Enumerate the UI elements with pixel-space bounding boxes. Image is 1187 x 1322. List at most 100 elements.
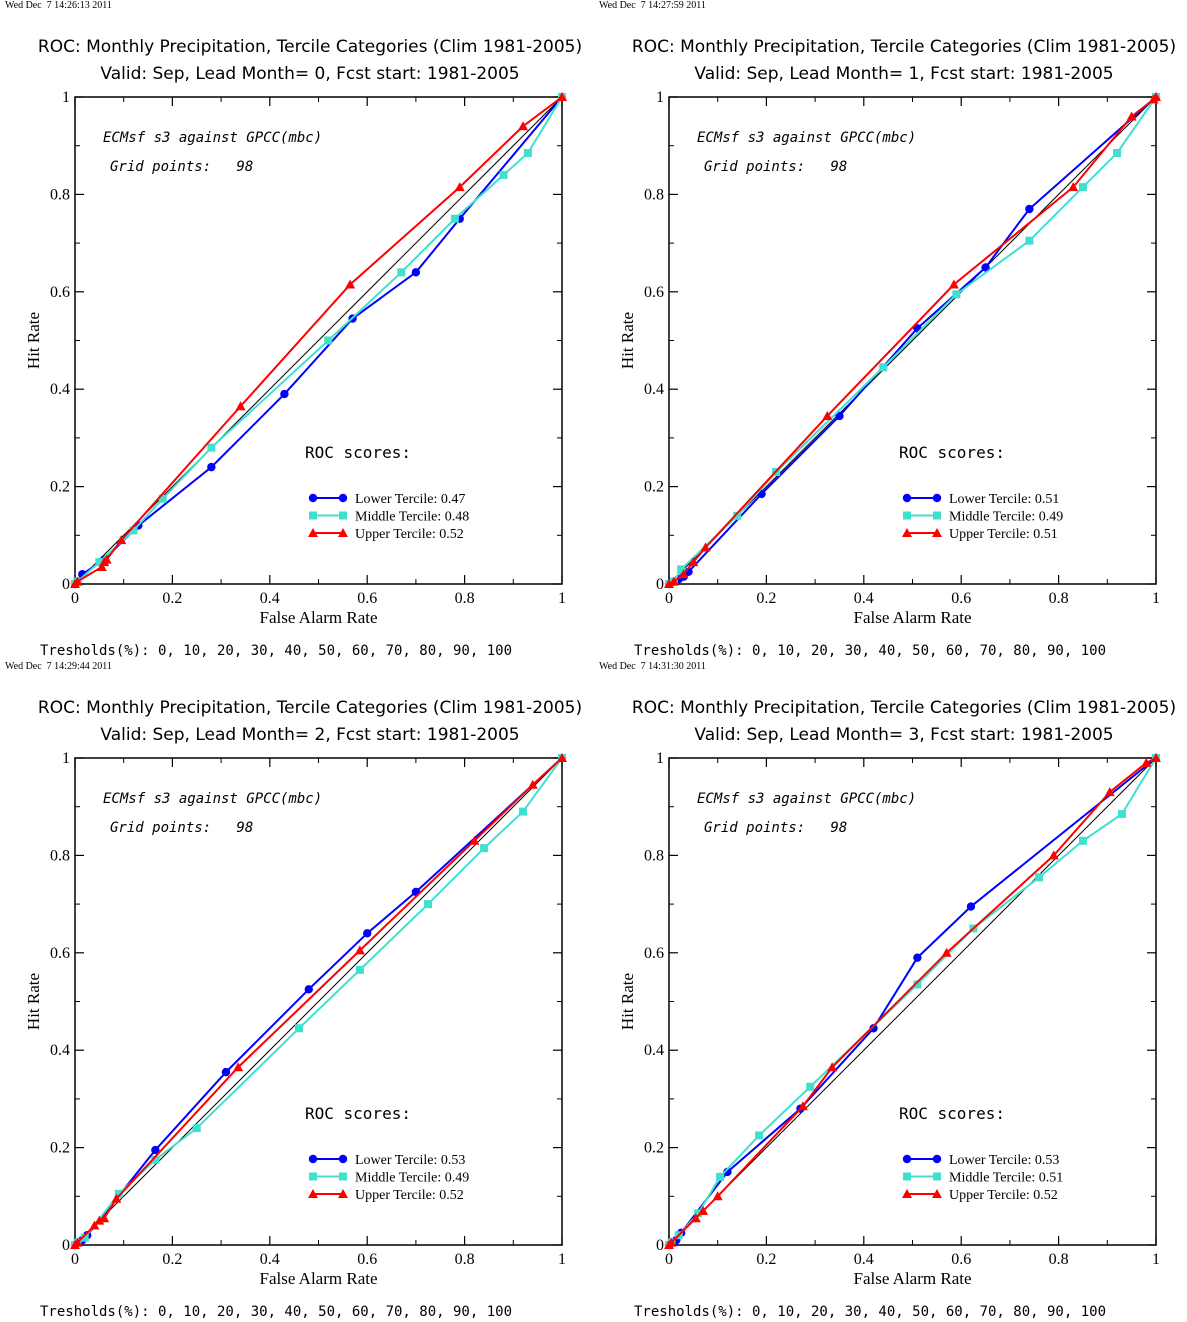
annotation-gridpoints: Grid points: 98: [704, 820, 847, 836]
diagonal-reference-line: [74, 96, 563, 585]
x-tick-label: 0.6: [357, 1251, 377, 1268]
roc-scores-heading: ROC scores:: [899, 1104, 1005, 1123]
x-axis-label: False Alarm Rate: [853, 1269, 971, 1288]
data-point: [1113, 149, 1122, 158]
chart-subtitle: Valid: Sep, Lead Month= 3, Fcst start: 1…: [694, 725, 1114, 745]
data-point: [345, 279, 356, 289]
data-point: [129, 526, 138, 535]
x-tick-label: 0.4: [260, 1251, 280, 1268]
data-point: [518, 121, 529, 131]
series-line: [668, 757, 1157, 1246]
chart-subtitle: Valid: Sep, Lead Month= 1, Fcst start: 1…: [694, 64, 1114, 84]
data-point: [690, 1213, 701, 1223]
data-point: [941, 947, 952, 957]
data-point: [678, 569, 689, 579]
data-point: [557, 753, 567, 762]
data-point: [1025, 204, 1034, 214]
x-tick-label: 0.4: [260, 590, 280, 607]
legend-label: Middle Tercile: 0.48: [355, 510, 469, 525]
data-point: [1035, 873, 1044, 882]
legend-label: Middle Tercile: 0.49: [949, 510, 1063, 525]
legend-marker: [932, 1189, 942, 1198]
legend-marker: [932, 493, 942, 503]
legend-label: Lower Tercile: 0.47: [355, 492, 465, 507]
series-upper: [664, 753, 1161, 1249]
data-point: [698, 1205, 709, 1215]
y-tick-label: 0.6: [644, 945, 664, 962]
legend-marker: [308, 528, 318, 537]
legend-label: Lower Tercile: 0.53: [949, 1153, 1059, 1168]
legend-label: Upper Tercile: 0.52: [355, 1188, 464, 1203]
y-tick-label: 0.8: [50, 186, 70, 203]
legend-marker: [902, 1189, 912, 1198]
diagonal-reference-line: [668, 96, 1157, 585]
data-point: [806, 1082, 815, 1091]
y-axis-label: Hit Rate: [24, 312, 43, 369]
legend-marker: [902, 1154, 912, 1164]
y-axis-label: Hit Rate: [618, 973, 637, 1030]
data-point: [280, 389, 289, 399]
data-point: [1025, 236, 1034, 245]
timestamp: Wed Dec 7 14:27:59 2011: [599, 0, 706, 11]
legend-marker: [309, 1172, 317, 1181]
legend-marker: [308, 1154, 318, 1164]
data-point: [666, 1237, 677, 1247]
data-point: [235, 401, 246, 411]
data-point: [151, 1145, 160, 1155]
data-point: [700, 542, 711, 552]
annotation-model: ECMsf s3 against GPCC(mbc): [103, 130, 322, 146]
roc-scores-heading: ROC scores:: [899, 443, 1005, 462]
x-tick-label: 0.8: [1049, 590, 1069, 607]
chart-title: ROC: Monthly Precipitation, Tercile Cate…: [37, 37, 583, 57]
data-point: [733, 511, 742, 520]
roc-panel-lead3: Wed Dec 7 14:31:30 2011 ROC: Monthly Pre…: [594, 661, 1187, 1322]
data-point: [114, 1189, 123, 1198]
y-tick-label: 0: [656, 1237, 664, 1254]
legend-marker: [308, 1189, 318, 1198]
y-tick-label: 0.8: [644, 847, 664, 864]
data-point: [72, 1237, 83, 1247]
data-point: [688, 557, 699, 567]
data-point: [557, 92, 567, 101]
data-point: [304, 985, 313, 994]
legend-marker: [902, 528, 912, 537]
x-tick-label: 0: [71, 1251, 79, 1268]
y-tick-label: 1: [62, 750, 70, 767]
data-point: [664, 579, 674, 588]
thresholds-text: Tresholds(%): 0, 10, 20, 30, 40, 50, 60,…: [634, 643, 1107, 659]
data-point: [716, 1172, 725, 1181]
x-tick-label: 0.4: [854, 590, 874, 607]
series-upper: [664, 92, 1161, 588]
data-point: [469, 835, 480, 845]
data-point: [363, 929, 372, 938]
legend-marker: [903, 511, 911, 520]
data-point: [822, 410, 833, 420]
data-point: [295, 1024, 304, 1033]
data-point: [1068, 182, 1079, 192]
y-tick-label: 0: [656, 576, 664, 593]
data-point: [192, 1124, 201, 1133]
data-point: [424, 900, 433, 909]
legend-marker: [338, 493, 348, 503]
y-tick-label: 0: [62, 1237, 70, 1254]
x-tick-label: 0.2: [756, 590, 776, 607]
data-point: [712, 1191, 723, 1201]
data-point: [981, 263, 990, 272]
data-point: [668, 576, 679, 586]
annotation-gridpoints: Grid points: 98: [110, 820, 253, 836]
data-point: [99, 1213, 110, 1223]
data-point: [527, 779, 538, 789]
roc-scores-heading: ROC scores:: [305, 1104, 411, 1123]
data-point: [1117, 810, 1126, 819]
roc-plot: 0 0.2 0.4 0.6 0.8 1 0 0.2 0.4 0.6 0.8 1 False Alarm …: [618, 89, 1161, 627]
legend-marker: [933, 1172, 941, 1181]
data-point: [116, 535, 127, 545]
data-point: [354, 945, 365, 955]
data-point: [499, 170, 508, 179]
legend-marker: [308, 493, 318, 503]
x-tick-label: 0.4: [854, 1251, 874, 1268]
data-point: [827, 1062, 838, 1072]
x-tick-label: 0.6: [951, 590, 971, 607]
y-tick-label: 0.4: [50, 1042, 70, 1059]
x-tick-label: 0.2: [162, 1251, 182, 1268]
